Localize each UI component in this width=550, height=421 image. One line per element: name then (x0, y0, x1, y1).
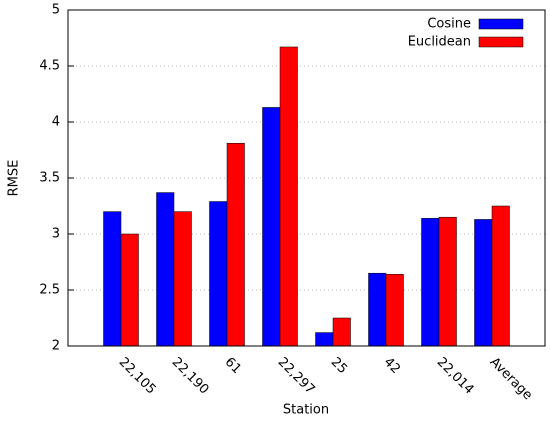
bar (474, 219, 493, 347)
y-tick-label: 2.5 (39, 283, 60, 298)
x-tick-label: 22,297 (275, 355, 318, 398)
legend-swatch (478, 18, 524, 30)
x-tick-label: 42 (381, 355, 403, 377)
x-tick-label: 22,014 (434, 355, 477, 398)
y-axis-label: RMSE (7, 160, 22, 197)
y-tick-label: 5 (52, 3, 60, 18)
x-tick-label: 25 (328, 355, 350, 377)
legend-label: Euclidean (408, 35, 471, 50)
bar (262, 107, 281, 347)
x-tick-label: 22,105 (116, 355, 159, 398)
legend-label: Cosine (427, 17, 471, 32)
y-tick-label: 3 (52, 227, 60, 242)
y-tick-label: 2 (52, 339, 60, 354)
bar (385, 274, 404, 347)
bar (491, 205, 510, 347)
y-tick-label: 4 (52, 115, 60, 130)
bar (120, 233, 139, 347)
bar (226, 143, 245, 347)
bar (438, 216, 457, 347)
plot-frame (67, 9, 546, 347)
bar (103, 211, 122, 347)
legend-swatch (478, 36, 524, 48)
bar (209, 201, 228, 347)
bar (156, 192, 175, 347)
bar (368, 272, 387, 347)
bar (279, 46, 298, 347)
x-tick-label: Average (487, 355, 535, 403)
x-tick-label: 22,190 (169, 355, 212, 398)
bar (315, 332, 334, 347)
bar (173, 211, 192, 347)
bar (332, 317, 351, 347)
x-tick-label: 61 (222, 355, 244, 377)
bar (421, 218, 440, 347)
x-axis-label: Station (283, 403, 329, 418)
y-tick-label: 4.5 (39, 59, 60, 74)
y-tick-label: 3.5 (39, 171, 60, 186)
